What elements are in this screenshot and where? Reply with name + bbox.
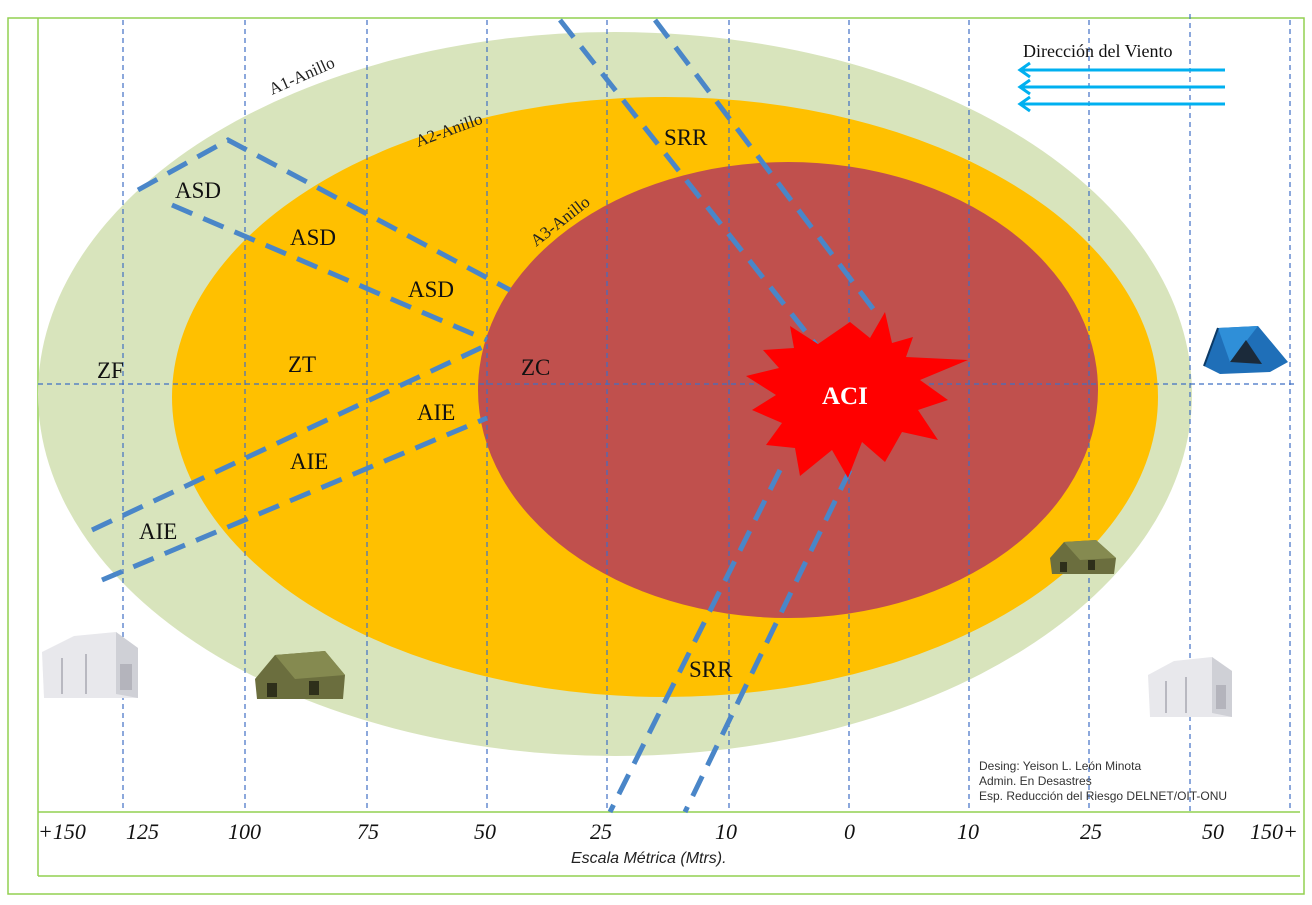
scale-tick: 100: [228, 819, 261, 844]
scale-tick: 50: [474, 819, 496, 844]
aci-burst: [746, 312, 968, 478]
asd-label-3: ASD: [408, 277, 454, 302]
scale-tick: 25: [1080, 819, 1102, 844]
srr-routes: [558, 18, 882, 814]
aie-label-3: AIE: [139, 519, 177, 544]
aie-label-2: AIE: [290, 449, 328, 474]
scale-caption: Escala Métrica (Mtrs).: [571, 850, 727, 867]
wind-label: Dirección del Viento: [1023, 41, 1173, 61]
asd-routes: [136, 137, 512, 343]
military-tent-icon: [255, 651, 345, 699]
credit-line-3: Esp. Reducción del Riesgo DELNET/OIT-ONU: [979, 789, 1227, 803]
scale-tick: 25: [590, 819, 612, 844]
srr-label-bottom: SRR: [689, 657, 733, 682]
aie-routes: [90, 342, 489, 583]
scale-tick: +150: [38, 819, 86, 844]
scale-tick: 50: [1202, 819, 1224, 844]
scale-tick: 125: [126, 819, 159, 844]
arrow-left-icon: [1017, 61, 1225, 113]
credit-line-1: Desing: Yeison L. León Minota: [979, 759, 1141, 773]
zt-label: ZT: [288, 352, 316, 377]
zc-label: ZC: [521, 355, 550, 380]
asd-label-2: ASD: [290, 225, 336, 250]
frame: [7, 17, 1305, 895]
asd-label-1: ASD: [175, 178, 221, 203]
scale-tick: 10: [957, 819, 979, 844]
dome-tent-icon: [1203, 326, 1288, 374]
scale-tick: 0: [844, 819, 855, 844]
aci-label: ACI: [822, 383, 868, 410]
srr-label-top: SRR: [664, 125, 708, 150]
scale-tick: 10: [715, 819, 737, 844]
white-tent-icon: [42, 632, 138, 698]
military-tent-icon: [1050, 540, 1116, 574]
zf-label: ZF: [97, 358, 124, 383]
scale-tick: 150+: [1250, 819, 1298, 844]
white-tent-icon: [1148, 657, 1232, 717]
credit-line-2: Admin. En Desastres: [979, 774, 1092, 788]
scale-tick: 75: [357, 819, 379, 844]
aie-label-1: AIE: [417, 400, 455, 425]
